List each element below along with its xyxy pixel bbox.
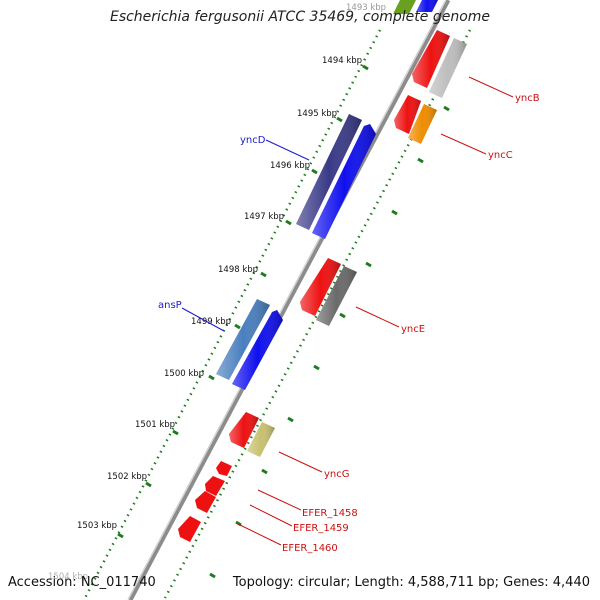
gene-label-EFER_1460: EFER_1460	[282, 543, 338, 554]
gene-label-EFER_1459: EFER_1459	[293, 523, 349, 534]
tick-label: 1494 kbp	[322, 56, 362, 66]
major-ticks	[117, 64, 450, 579]
gene-red-3[interactable]	[300, 258, 341, 316]
gene-label-EFER_1458: EFER_1458	[302, 508, 358, 519]
gene-EFER_1460[interactable]	[178, 516, 201, 542]
map-title: Escherichia fergusonii ATCC 35469, compl…	[109, 9, 491, 25]
genome-summary: Topology: circular; Length: 4,588,711 bp…	[232, 575, 590, 590]
gene-blue-3[interactable]	[232, 310, 283, 390]
gene-label-yncB: yncB	[515, 93, 540, 104]
gene-blue-top[interactable]	[416, 0, 438, 12]
tick-label: 1500 kbp	[164, 369, 204, 379]
outer-tick-ring	[83, 29, 382, 599]
gene-EFER_1458[interactable]	[205, 461, 232, 496]
genome-backbone	[127, 0, 451, 600]
gene-red-4[interactable]	[229, 412, 259, 448]
gene-red-2[interactable]	[394, 95, 421, 134]
tick-label: 1502 kbp	[107, 472, 147, 482]
tick-label: 1499 kbp	[191, 317, 231, 327]
gene-yncG[interactable]	[247, 422, 275, 457]
gene-label-yncC: yncC	[488, 150, 513, 161]
tick-label: 1496 kbp	[270, 161, 310, 171]
gene-olive-top[interactable]	[393, 0, 416, 14]
accession-text: Accession: NC_011740	[8, 575, 156, 590]
gene-yncD[interactable]	[296, 114, 362, 230]
gene-yncB[interactable]	[429, 38, 467, 98]
gene-red-1[interactable]	[412, 30, 450, 88]
tick-label: 1501 kbp	[135, 420, 175, 430]
tick-label: 1504 kbp	[48, 572, 88, 582]
gene-label-yncD: yncD	[240, 135, 266, 146]
gene-yncC[interactable]	[408, 104, 437, 144]
tick-label: 1503 kbp	[77, 521, 117, 531]
gene-label-ansP: ansP	[158, 300, 182, 311]
reverse-leaders	[237, 76, 514, 546]
tick-label: 1495 kbp	[297, 109, 337, 119]
gene-yncE[interactable]	[316, 266, 357, 326]
tick-label: 1498 kbp	[218, 265, 258, 275]
tick-label: 1493 kbp	[346, 3, 386, 13]
gene-label-yncG: yncG	[324, 469, 350, 480]
gene-label-yncE: yncE	[401, 324, 425, 335]
forward-leaders	[181, 139, 310, 332]
gene-ansP[interactable]	[216, 299, 270, 380]
tick-label: 1497 kbp	[244, 212, 284, 222]
genome-backbone-highlight	[127, 0, 447, 600]
gene-EFER_1459[interactable]	[195, 491, 216, 513]
gene-blue-2[interactable]	[312, 124, 376, 239]
